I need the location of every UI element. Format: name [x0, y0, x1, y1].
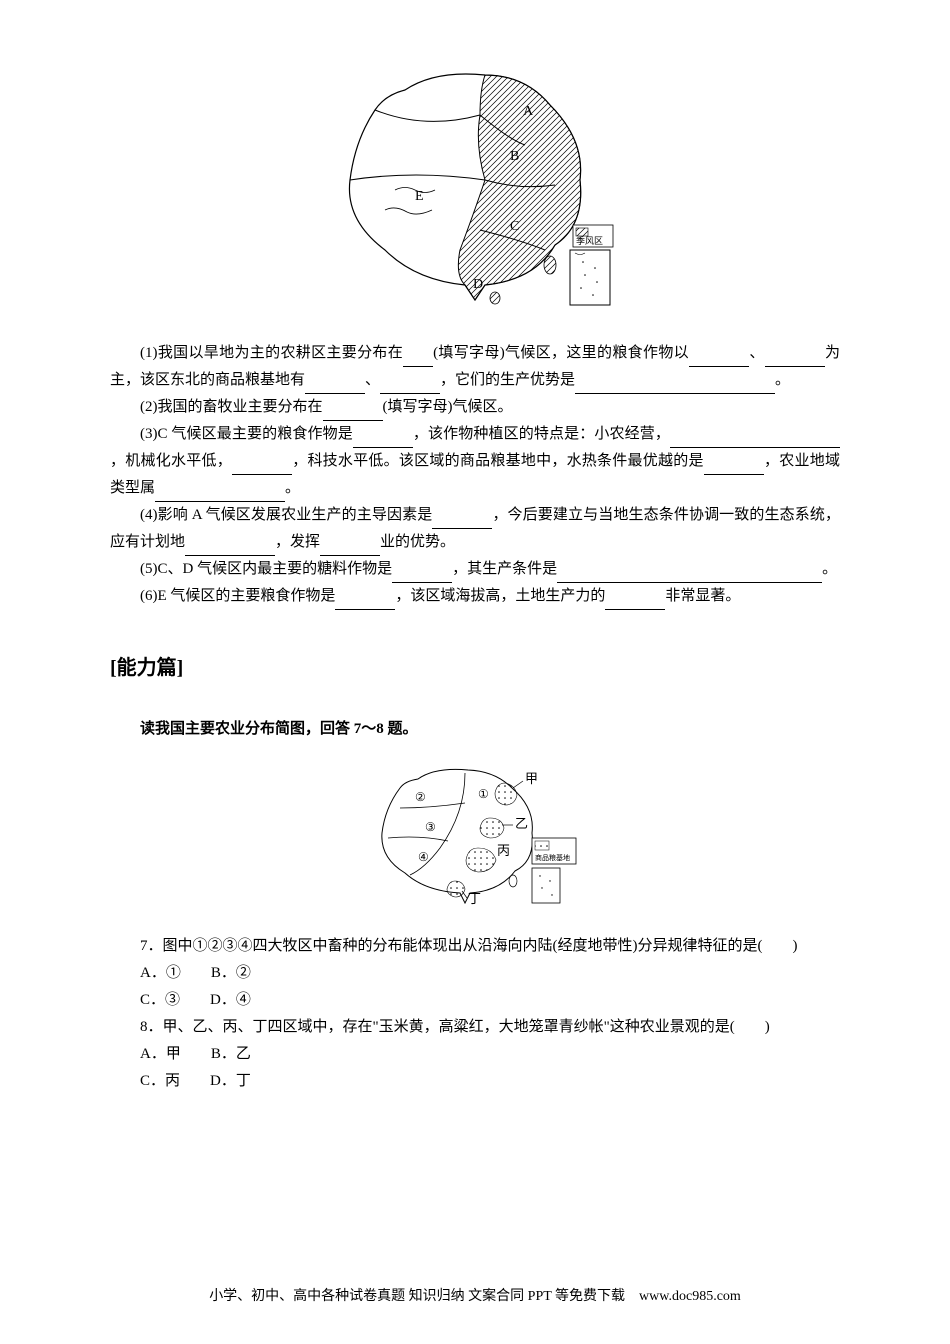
map2-label-2: ②	[415, 790, 426, 804]
blank[interactable]	[380, 378, 440, 395]
map2-legend-label: 商品粮基地	[535, 853, 570, 862]
blank[interactable]	[232, 459, 292, 476]
q3-end: 。	[285, 480, 300, 496]
blank[interactable]	[185, 540, 275, 557]
blank[interactable]	[403, 351, 433, 368]
question-5: (5)C、D 气候区内最主要的糖料作物是 ，其生产条件是 。	[110, 556, 840, 583]
question-3: (3)C 气候区最主要的粮食作物是 ，该作物种植区的特点是：小农经营， ，机械化水平…	[110, 421, 840, 502]
q6-text-2: ，该区域海拔高，土地生产力的	[395, 588, 605, 604]
page-footer: 小学、初中、高中各种试卷真题 知识归纳 文案合同 PPT 等免费下载 www.d…	[0, 1284, 950, 1309]
q4-text-3: ，发挥	[275, 534, 320, 550]
blank[interactable]	[392, 567, 452, 584]
q6-text-1: (6)E 气候区的主要粮食作物是	[140, 588, 335, 604]
blank[interactable]	[605, 594, 665, 611]
q3-text-4: ，科技水平低。该区域的商品粮基地中，水热条件最优越的是	[292, 453, 704, 469]
question-4: (4)影响 A 气候区发展农业生产的主导因素是，今后要建立与当地生态条件协调一致…	[110, 502, 840, 556]
map2-label-jia: 甲	[525, 771, 538, 786]
q3-text-1: (3)C 气候区最主要的粮食作物是	[140, 426, 353, 442]
q1-text-6: ，它们的生产优势是	[440, 372, 575, 388]
q5-end: 。	[822, 561, 837, 577]
q1-end: 。	[775, 372, 790, 388]
question-8-options-2: C．丙 D．丁	[110, 1068, 840, 1095]
map1-label-E: E	[415, 189, 424, 204]
q5-text-2: ，其生产条件是	[452, 561, 557, 577]
question-2: (2)我国的畜牧业主要分布在 (填写字母)气候区。	[110, 394, 840, 421]
q7-optB[interactable]: B．②	[211, 965, 251, 981]
question-7-options-1: A．① B．②	[110, 960, 840, 987]
question-6: (6)E 气候区的主要粮食作物是 ，该区域海拔高，土地生产力的 非常显著。	[110, 583, 840, 610]
blank[interactable]	[320, 540, 380, 557]
q8-optC[interactable]: C．丙	[140, 1073, 180, 1089]
map1-label-D: D	[473, 277, 483, 292]
blank[interactable]	[689, 351, 749, 368]
blank[interactable]	[305, 378, 365, 395]
q4-end: 业的优势。	[380, 534, 455, 550]
question-8-stem: 8．甲、乙、丙、丁四区域中，存在"玉米黄，高粱红，大地笼罩青纱帐"这种农业景观的…	[110, 1014, 840, 1041]
q2-text-2: (填写字母)气候区。	[383, 399, 513, 415]
q2-text-1: (2)我国的畜牧业主要分布在	[140, 399, 323, 415]
map1-legend-label: 季风区	[576, 235, 603, 246]
map2-label-4: ④	[418, 850, 429, 864]
map1-container: A B C D E 季风区	[110, 50, 840, 320]
q1-text-3: 、	[749, 345, 765, 361]
q7-optD[interactable]: D．④	[210, 992, 251, 1008]
map2-label-yi: 乙	[515, 816, 528, 831]
question-8-options-1: A．甲 B．乙	[110, 1041, 840, 1068]
map2-container: ① ② ③ ④ 甲 乙 丙 丁 商品粮基地	[110, 753, 840, 918]
q8-optD[interactable]: D．丁	[210, 1073, 251, 1089]
q6-end: 非常显著。	[665, 588, 740, 604]
blank[interactable]	[704, 459, 764, 476]
map2-label-ding: 丁	[468, 891, 481, 906]
map1-label-A: A	[523, 104, 534, 119]
section-heading: [能力篇]	[110, 650, 840, 686]
china-agriculture-map: ① ② ③ ④ 甲 乙 丙 丁 商品粮基地	[370, 753, 580, 908]
blank[interactable]	[575, 378, 775, 395]
china-climate-map: A B C D E 季风区	[325, 50, 625, 310]
q1-text-2: (填写字母)气候区，这里的粮食作物以	[433, 345, 689, 361]
map2-label-3: ③	[425, 820, 436, 834]
blank[interactable]	[335, 594, 395, 611]
blank[interactable]	[432, 513, 492, 530]
q8-optB[interactable]: B．乙	[211, 1046, 251, 1062]
q4-text-1: (4)影响 A 气候区发展农业生产的主导因素是	[140, 507, 432, 523]
blank[interactable]	[323, 405, 383, 422]
blank[interactable]	[557, 567, 822, 584]
q8-optA[interactable]: A．甲	[140, 1046, 181, 1062]
q7-optA[interactable]: A．①	[140, 965, 181, 981]
q5-text-1: (5)C、D 气候区内最主要的糖料作物是	[140, 561, 392, 577]
map2-label-1: ①	[478, 787, 489, 801]
question-7-stem: 7．图中①②③④四大牧区中畜种的分布能体现出从沿海向内陆(经度地带性)分异规律特…	[110, 933, 840, 960]
map1-label-C: C	[510, 219, 519, 234]
blank[interactable]	[155, 486, 285, 503]
blank[interactable]	[765, 351, 825, 368]
question-7-options-2: C．③ D．④	[110, 987, 840, 1014]
blank[interactable]	[353, 432, 413, 449]
q3-text-2: ，该作物种植区的特点是：小农经营，	[413, 426, 670, 442]
blank[interactable]	[670, 432, 840, 449]
question-1: (1)我国以旱地为主的农耕区主要分布在(填写字母)气候区，这里的粮食作物以、为主…	[110, 340, 840, 394]
q3-text-3: ，机械化水平低，	[110, 453, 232, 469]
instruction-line: 读我国主要农业分布简图，回答 7～8 题。	[110, 716, 840, 743]
map2-label-bing: 丙	[497, 843, 510, 858]
q7-optC[interactable]: C．③	[140, 992, 180, 1008]
q1-text-1: (1)我国以旱地为主的农耕区主要分布在	[140, 345, 403, 361]
q1-text-5: 、	[365, 372, 380, 388]
map1-label-B: B	[510, 149, 519, 164]
